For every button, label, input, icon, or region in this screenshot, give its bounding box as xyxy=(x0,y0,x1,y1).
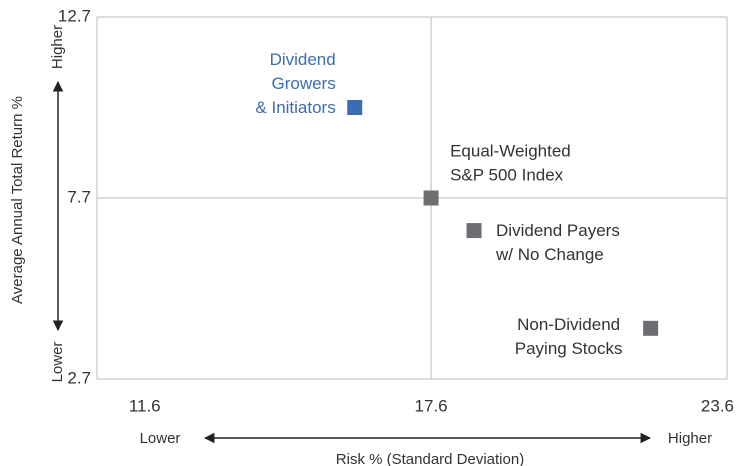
point-label: w/ No Change xyxy=(495,245,604,264)
x-high-label: Higher xyxy=(668,430,712,447)
y-high-label: Higher xyxy=(49,25,66,69)
y-tick-label: 2.7 xyxy=(67,368,91,387)
point-label: Dividend xyxy=(270,50,336,69)
point xyxy=(423,190,439,206)
point xyxy=(643,320,659,336)
x-low-label: Lower xyxy=(140,430,181,447)
point-label: S&P 500 Index xyxy=(450,165,564,184)
y-tick-label: 12.7 xyxy=(58,6,91,25)
x-tick-label: 23.6 xyxy=(701,396,734,415)
y-axis-label: Average Annual Total Return % xyxy=(9,96,26,304)
y-low-label: Lower xyxy=(49,342,66,383)
point-label: Non-Dividend xyxy=(517,315,620,334)
point-label: Growers xyxy=(271,74,335,93)
x-tick-label: 17.6 xyxy=(415,396,448,415)
point-label: & Initiators xyxy=(255,98,335,117)
point xyxy=(466,223,482,239)
point-label: Equal-Weighted xyxy=(450,141,571,160)
x-tick-label: 11.6 xyxy=(129,396,161,415)
point-label: Dividend Payers xyxy=(496,221,620,240)
point xyxy=(347,100,363,115)
point-label: Paying Stocks xyxy=(515,339,623,358)
y-tick-label: 7.7 xyxy=(67,187,91,206)
x-axis-label: Risk % (Standard Deviation) xyxy=(336,451,524,466)
